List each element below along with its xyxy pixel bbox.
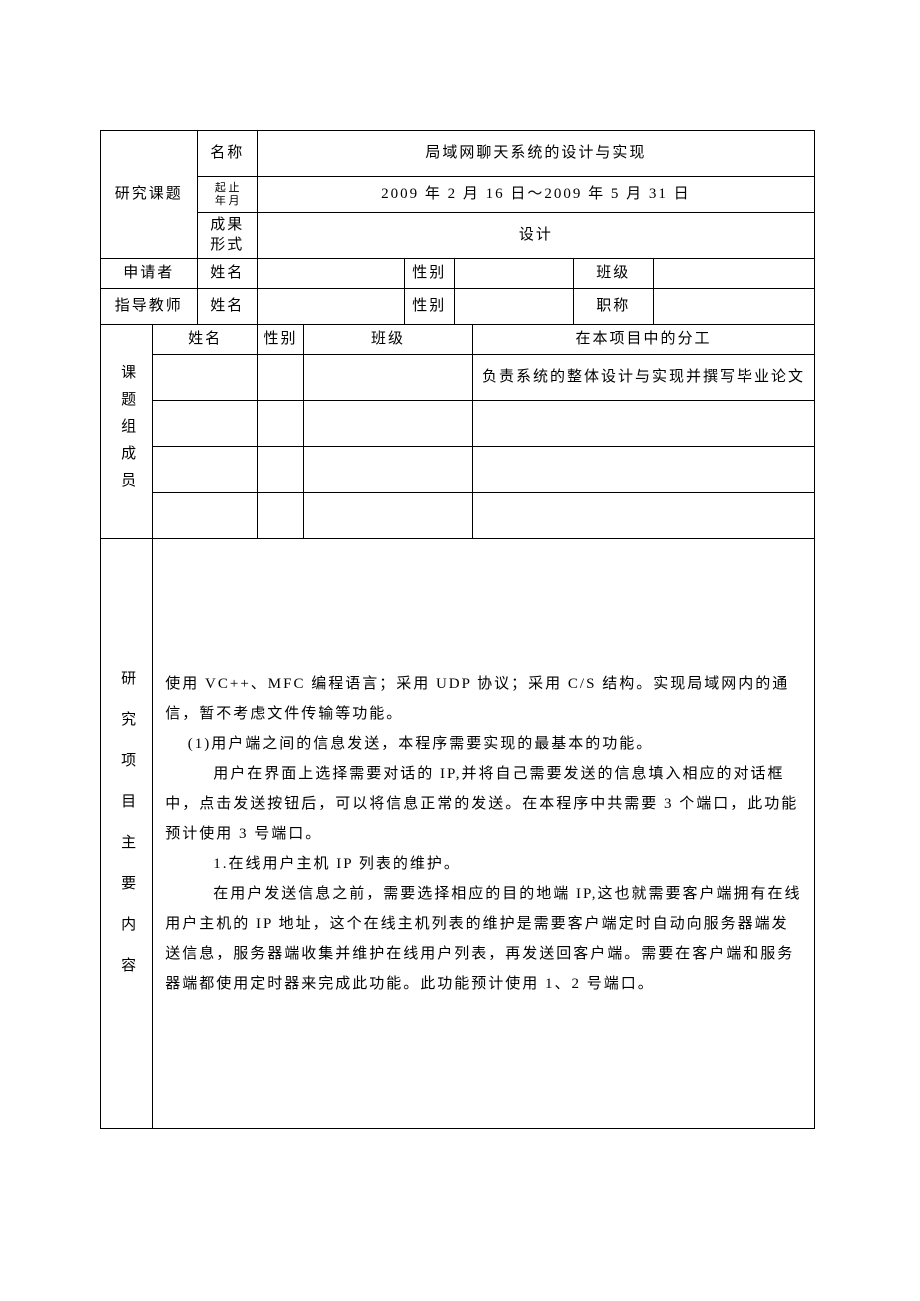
topic-period-value-cell: 2009 年 2 月 16 日～2009 年 5 月 31 日 (257, 177, 814, 213)
table-row (473, 401, 815, 447)
topic-name-value-cell: 局域网聊天系统的设计与实现 (257, 131, 814, 177)
applicant-label-cell: 申请者 (101, 259, 198, 289)
topic-output-label-cell: 成果 形式 (197, 213, 257, 259)
table-row (304, 355, 473, 401)
table-row (257, 447, 303, 493)
applicant-name-value-cell (257, 259, 404, 289)
advisor-title-label: 职称 (596, 298, 630, 314)
advisor-title-label-cell: 职称 (573, 289, 653, 325)
content-p5: 在用户发送信息之前，需要选择相应的目的地端 IP,这也就需要客户端拥有在线用户主… (165, 879, 802, 999)
advisor-title-value-cell (654, 289, 815, 325)
table-row (153, 493, 258, 539)
applicant-class-label: 班级 (596, 265, 630, 281)
content-p2: (1)用户端之间的信息发送，本程序需要实现的最基本的功能。 (165, 729, 802, 759)
table-row (257, 493, 303, 539)
topic-period-value: 2009 年 2 月 16 日～2009 年 5 月 31 日 (381, 186, 691, 202)
content-label-cell: 研究项目主要内容 (101, 539, 153, 1129)
content-p3: 用户在界面上选择需要对话的 IP,并将自己需要发送的信息填入相应的对话框中，点击… (165, 759, 802, 849)
advisor-name-label: 姓名 (210, 298, 244, 314)
team-col-role: 在本项目中的分工 (473, 325, 815, 355)
table-row (473, 447, 815, 493)
table-row (153, 447, 258, 493)
applicant-name-label: 姓名 (210, 265, 244, 281)
advisor-sex-label: 性别 (412, 298, 446, 314)
applicant-class-value-cell (654, 259, 815, 289)
topic-period-label-cell: 起 止 年 月 (197, 177, 257, 213)
topic-output-label-l1: 成果 (210, 217, 244, 233)
applicant-sex-value-cell (454, 259, 573, 289)
form-table: 研究课题 名称 局域网聊天系统的设计与实现 起 止 年 月 2009 年 2 月… (100, 130, 815, 1129)
team-label-cell: 课题组成员 (101, 325, 153, 539)
topic-name-label-cell: 名称 (197, 131, 257, 177)
applicant-sex-label-cell: 性别 (404, 259, 454, 289)
applicant-class-label-cell: 班级 (573, 259, 653, 289)
topic-name-label: 名称 (210, 145, 244, 161)
team-col-class: 班级 (304, 325, 473, 355)
table-row (153, 401, 258, 447)
table-row (304, 401, 473, 447)
advisor-sex-label-cell: 性别 (404, 289, 454, 325)
topic-output-value-cell: 设计 (257, 213, 814, 259)
table-row (473, 493, 815, 539)
applicant-name-label-cell: 姓名 (197, 259, 257, 289)
advisor-name-label-cell: 姓名 (197, 289, 257, 325)
topic-output-label-l2: 形式 (210, 237, 244, 253)
topic-name-value: 局域网聊天系统的设计与实现 (425, 145, 646, 161)
advisor-name-value-cell (257, 289, 404, 325)
topic-label-cell: 研究课题 (101, 131, 198, 259)
topic-period-label: 起 止 年 月 (215, 182, 240, 206)
table-row (304, 447, 473, 493)
team-label: 课题组成员 (116, 364, 137, 499)
content-label: 研究项目主要内容 (116, 670, 137, 998)
table-row (304, 493, 473, 539)
advisor-sex-value-cell (454, 289, 573, 325)
applicant-label: 申请者 (123, 265, 174, 281)
document-form: 研究课题 名称 局域网聊天系统的设计与实现 起 止 年 月 2009 年 2 月… (0, 0, 920, 1301)
team-col-sex: 性别 (257, 325, 303, 355)
content-p1: 使用 VC++、MFC 编程语言；采用 UDP 协议；采用 C/S 结构。实现局… (165, 669, 802, 729)
table-row: 负责系统的整体设计与实现并撰写毕业论文 (473, 355, 815, 401)
table-row (257, 355, 303, 401)
table-row (257, 401, 303, 447)
applicant-sex-label: 性别 (412, 265, 446, 281)
team-col-name: 姓名 (153, 325, 258, 355)
advisor-label-cell: 指导教师 (101, 289, 198, 325)
content-p4: 1.在线用户主机 IP 列表的维护。 (165, 849, 802, 879)
topic-label: 研究课题 (115, 186, 183, 202)
topic-output-value: 设计 (519, 227, 553, 243)
table-row (153, 355, 258, 401)
content-body-cell: 使用 VC++、MFC 编程语言；采用 UDP 协议；采用 C/S 结构。实现局… (153, 539, 815, 1129)
advisor-label: 指导教师 (115, 298, 183, 314)
